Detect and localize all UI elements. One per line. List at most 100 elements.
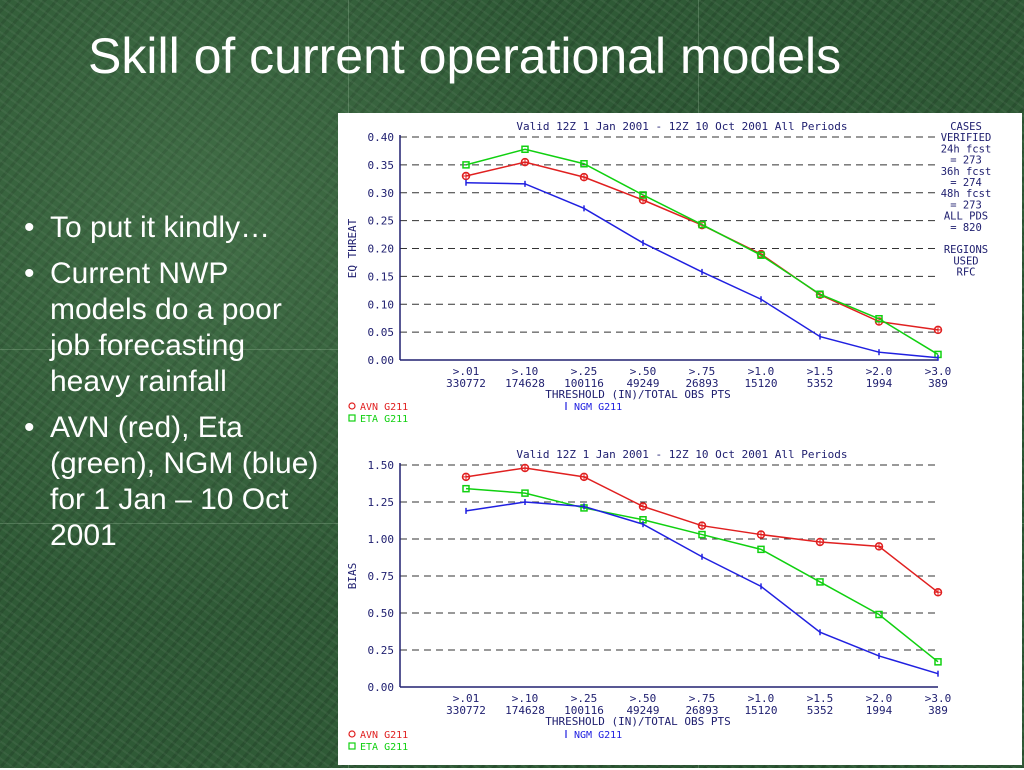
data-point-cross (934, 588, 942, 596)
data-point-cross (521, 158, 529, 166)
side-info-text: REGIONS (944, 244, 988, 256)
data-point-eta (875, 314, 883, 323)
y-tick-label: 0.00 (368, 681, 395, 694)
y-tick-label: 0.30 (368, 187, 395, 200)
x-obs-count: 1994 (866, 704, 893, 717)
legend-marker-avn (348, 730, 356, 738)
x-tick-label: >.50 (630, 365, 657, 378)
data-point-eta (875, 610, 883, 619)
side-info-text: = 820 (950, 222, 982, 234)
legend-label-avn: AVN G211 (360, 730, 408, 741)
x-tick-label: >.25 (571, 692, 598, 705)
y-tick-label: 0.35 (368, 159, 395, 172)
x-tick-label: >.10 (512, 365, 539, 378)
side-info-text: RFC (957, 267, 976, 279)
y-tick-label: 0.25 (368, 215, 395, 228)
x-obs-count: 174628 (505, 377, 545, 390)
x-obs-count: 389 (928, 377, 948, 390)
bullet-item: Current NWP models do a poor job forecas… (20, 256, 320, 400)
x-obs-count: 330772 (446, 377, 486, 390)
side-info-text: ALL PDS (944, 211, 988, 223)
data-point-cross (580, 473, 588, 481)
x-obs-count: 330772 (446, 704, 486, 717)
data-point-eta (934, 658, 942, 666)
data-point-eta (462, 161, 470, 169)
x-obs-count: 26893 (685, 377, 718, 390)
data-point-cross (580, 173, 588, 181)
x-tick-label: >.01 (453, 365, 480, 378)
side-info-text: = 273 (950, 155, 982, 167)
data-point-eta (521, 489, 529, 497)
x-obs-count: 174628 (505, 704, 545, 717)
x-tick-label: >.50 (630, 692, 657, 705)
data-point-cross (462, 172, 470, 180)
bullet-item: AVN (red), Eta (green), NGM (blue) for 1… (20, 410, 320, 554)
y-axis-label: EQ THREAT (346, 218, 359, 278)
legend-label-eta: ETA G211 (360, 742, 408, 753)
data-point-eta (698, 530, 706, 539)
data-point-cross (639, 502, 647, 510)
data-point-eta (521, 145, 529, 154)
y-tick-label: 0.10 (368, 298, 395, 311)
verification-charts: Valid 12Z 1 Jan 2001 - 12Z 10 Oct 2001 A… (346, 120, 992, 753)
data-point-cross (757, 531, 765, 539)
series-line-avn (465, 467, 939, 593)
bullet-item: To put it kindly… (20, 210, 320, 246)
x-obs-count: 100116 (564, 704, 604, 717)
x-tick-label: >.75 (689, 365, 716, 378)
y-tick-label: 0.50 (368, 607, 395, 620)
slide-title: Skill of current operational models (88, 28, 842, 84)
x-obs-count: 5352 (807, 377, 834, 390)
side-info-text: = 274 (950, 177, 982, 189)
data-point-eta (462, 484, 470, 493)
y-tick-label: 0.25 (368, 644, 395, 657)
data-point-cross (698, 522, 706, 530)
x-obs-count: 5352 (807, 704, 834, 717)
x-tick-label: >3.0 (925, 692, 952, 705)
x-obs-count: 49249 (626, 704, 659, 717)
x-obs-count: 389 (928, 704, 948, 717)
x-obs-count: 15120 (744, 377, 777, 390)
y-tick-label: 0.00 (368, 354, 395, 367)
x-tick-label: >1.5 (807, 692, 834, 705)
x-axis-label: THRESHOLD (IN)/TOTAL OBS PTS (545, 715, 730, 728)
data-point-eta (757, 251, 765, 259)
y-tick-label: 0.15 (368, 270, 395, 283)
data-point-eta (580, 160, 588, 168)
chart-title: Valid 12Z 1 Jan 2001 - 12Z 10 Oct 2001 A… (516, 120, 847, 133)
side-info-text: 48h fcst (941, 188, 992, 200)
legend-marker-avn (348, 402, 356, 410)
side-info-text: = 273 (950, 199, 982, 211)
legend-label-eta: ETA G211 (360, 414, 408, 425)
x-tick-label: >1.0 (748, 692, 775, 705)
x-tick-label: >.75 (689, 692, 716, 705)
side-info-text: 36h fcst (941, 166, 992, 178)
side-info-text: CASES (950, 121, 982, 133)
data-point-eta (639, 191, 647, 199)
x-obs-count: 26893 (685, 704, 718, 717)
y-axis-label: BIAS (346, 563, 359, 590)
legend-label-avn: AVN G211 (360, 402, 408, 413)
x-tick-label: >2.0 (866, 692, 893, 705)
legend-marker-eta (348, 742, 356, 750)
legend-label-ngm: NGM G211 (574, 402, 622, 413)
data-point-cross (934, 326, 942, 334)
y-tick-label: 0.20 (368, 243, 395, 256)
series-line-eta (465, 487, 939, 663)
y-tick-label: 1.25 (368, 496, 395, 509)
data-point-eta (698, 220, 706, 229)
x-tick-label: >.10 (512, 692, 539, 705)
data-point-cross (816, 538, 824, 546)
y-tick-label: 1.00 (368, 533, 395, 546)
x-tick-label: >1.5 (807, 365, 834, 378)
x-tick-label: >2.0 (866, 365, 893, 378)
series-line-eta (465, 148, 939, 356)
data-point-cross (875, 542, 883, 550)
data-point-eta (816, 290, 824, 298)
legend-label-ngm: NGM G211 (574, 730, 622, 741)
x-tick-label: >.01 (453, 692, 480, 705)
x-tick-label: >3.0 (925, 365, 952, 378)
x-tick-label: >1.0 (748, 365, 775, 378)
y-tick-label: 1.50 (368, 459, 395, 472)
legend-marker-eta (348, 414, 356, 422)
